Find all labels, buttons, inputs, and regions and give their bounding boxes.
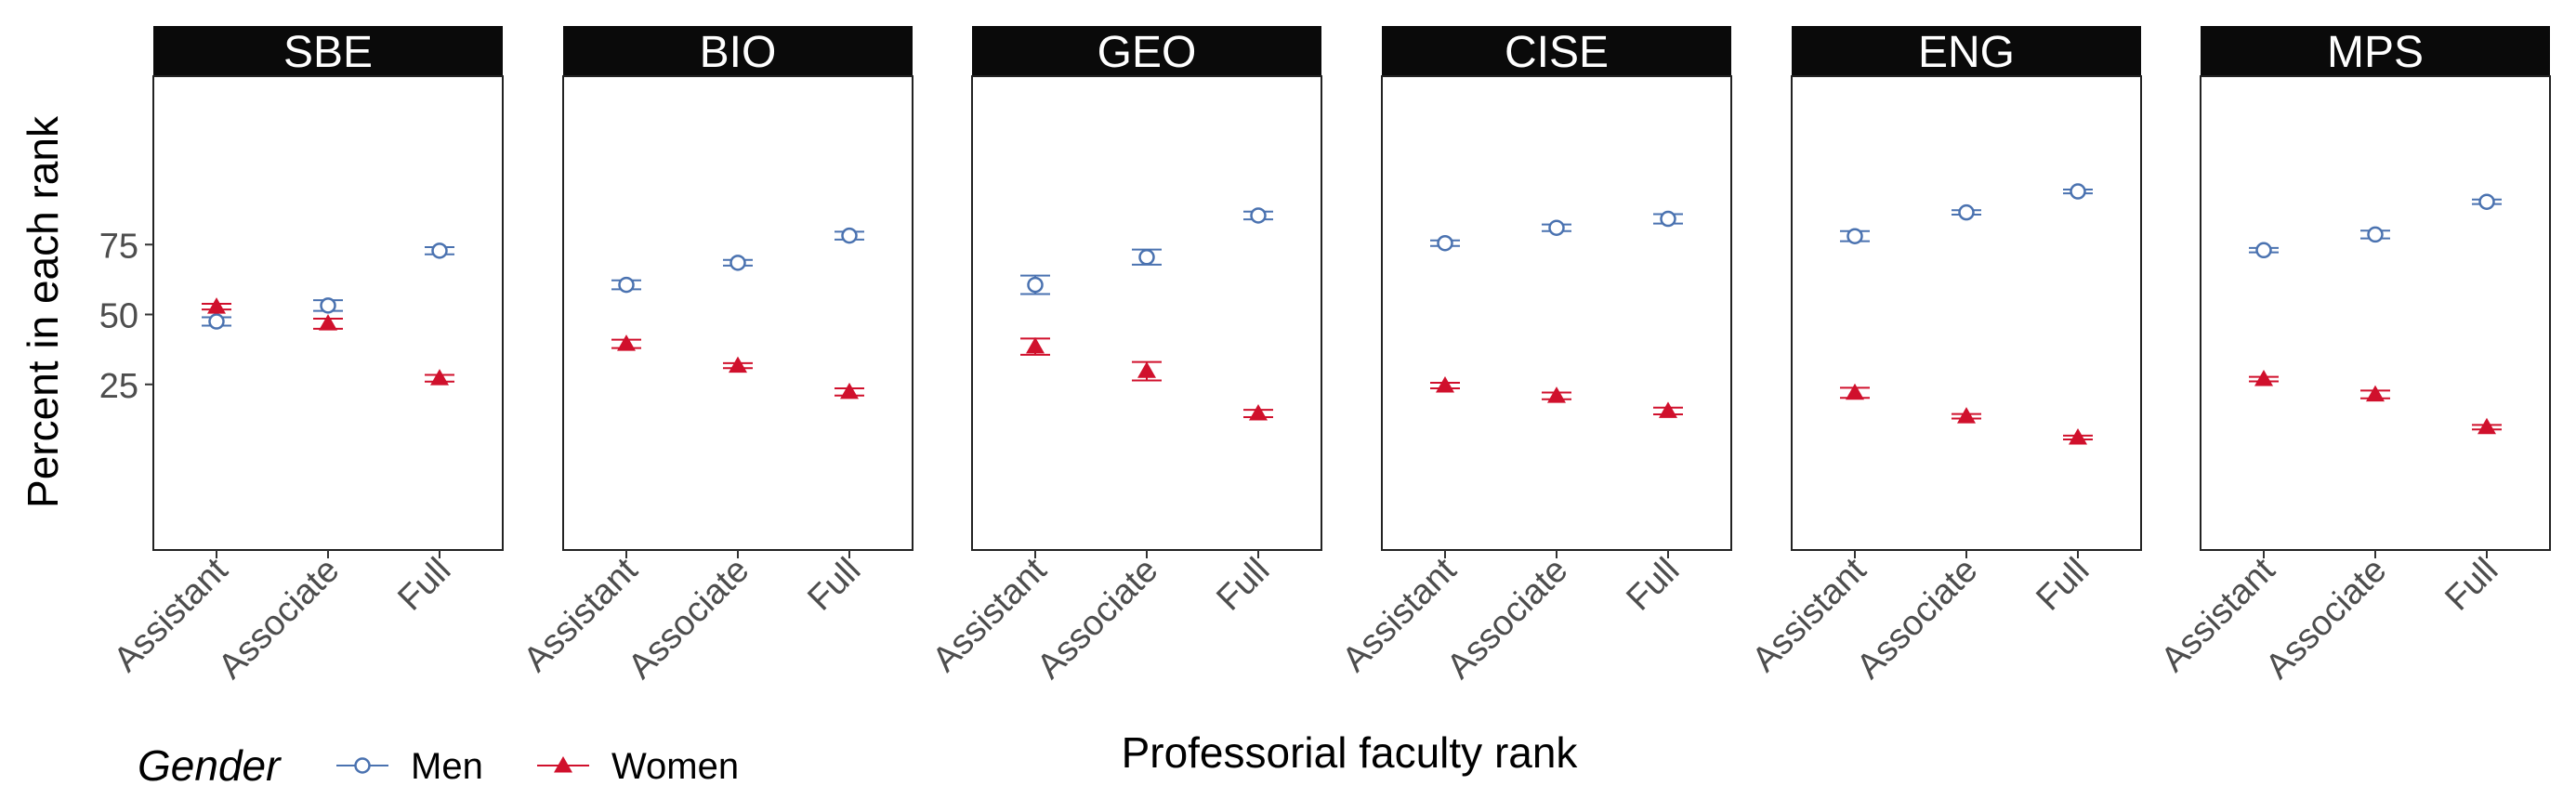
point-women-cise-assistant: [1436, 375, 1454, 393]
strip-label-sbe: SBE: [283, 28, 373, 77]
y-tick-label-75: 75: [99, 227, 138, 266]
strip-geo: [972, 26, 1321, 76]
point-men-eng-full: [2070, 183, 2086, 200]
point-women-eng-associate: [1957, 407, 1976, 424]
strip-mps: [2201, 26, 2550, 76]
y-axis-label: Percent in each rank: [19, 115, 67, 508]
point-women-mps-associate: [2366, 385, 2385, 402]
point-men-cise-associate: [1548, 219, 1565, 236]
x-tick-label-cise-associate: Associate: [1439, 551, 1575, 687]
point-men-bio-full: [841, 227, 858, 244]
point-men-sbe-full: [431, 242, 448, 259]
point-women-mps-full: [2477, 417, 2496, 435]
legend-title: Gender: [138, 741, 282, 790]
x-tick-label-geo-full: Full: [1209, 551, 1277, 619]
x-tick-label-eng-associate: Associate: [1849, 551, 1985, 687]
legend-key-women: [554, 756, 572, 773]
point-women-bio-full: [840, 382, 859, 399]
point-women-sbe-associate: [319, 314, 337, 331]
point-women-cise-full: [1659, 401, 1677, 418]
panel-border-eng: [1791, 75, 2142, 551]
point-women-geo-full: [1249, 404, 1268, 421]
legend: Gender Men Women: [138, 741, 739, 790]
legend-label-women: Women: [611, 746, 739, 787]
strip-bio: [563, 26, 913, 76]
point-men-sbe-associate: [320, 297, 336, 314]
point-men-bio-associate: [729, 255, 746, 271]
point-women-bio-assistant: [617, 334, 636, 351]
x-tick-label-eng-full: Full: [2029, 551, 2096, 619]
strip-cise: [1382, 26, 1731, 76]
strip-label-bio: BIO: [700, 28, 777, 77]
point-men-mps-full: [2478, 193, 2495, 210]
x-tick-label-geo-associate: Associate: [1030, 551, 1165, 687]
legend-key-men: [354, 757, 371, 774]
point-women-eng-assistant: [1846, 383, 1864, 400]
x-tick-label-mps-associate: Associate: [2258, 551, 2394, 687]
point-women-bio-associate: [729, 356, 747, 373]
point-men-mps-assistant: [2255, 242, 2272, 259]
strip-label-cise: CISE: [1505, 28, 1609, 77]
legend-items: Men Women: [336, 746, 739, 787]
point-women-sbe-assistant: [207, 297, 226, 314]
strip-sbe: [153, 26, 503, 76]
x-tick-label-cise-full: Full: [1619, 551, 1687, 619]
x-tick-label-bio-full: Full: [800, 551, 868, 619]
strip-label-geo: GEO: [1097, 28, 1197, 77]
point-men-mps-associate: [2367, 226, 2384, 243]
point-men-sbe-assistant: [208, 313, 225, 330]
point-men-geo-assistant: [1027, 276, 1044, 294]
x-tick-label-bio-associate: Associate: [621, 551, 756, 687]
point-men-eng-associate: [1958, 203, 1975, 221]
x-axis-label: Professorial faculty rank: [1122, 728, 1579, 777]
panel-border-bio: [562, 75, 913, 551]
point-men-geo-full: [1250, 207, 1267, 224]
point-men-cise-assistant: [1437, 234, 1453, 252]
point-women-geo-assistant: [1026, 336, 1045, 354]
point-men-bio-assistant: [618, 276, 635, 294]
x-tick-label-mps-full: Full: [2438, 551, 2505, 619]
panel-border-geo: [971, 75, 1322, 551]
point-men-geo-associate: [1138, 249, 1155, 266]
y-tick-label-50: 50: [99, 297, 138, 336]
y-tick-label-25: 25: [99, 367, 138, 406]
point-women-eng-full: [2069, 427, 2087, 445]
point-men-cise-full: [1660, 210, 1676, 228]
panel-border-cise: [1381, 75, 1732, 551]
strip-label-mps: MPS: [2327, 28, 2424, 77]
legend-label-men: Men: [411, 746, 483, 787]
x-tick-label-sbe-full: Full: [390, 551, 458, 619]
point-women-geo-associate: [1137, 361, 1156, 378]
point-women-cise-associate: [1547, 386, 1566, 403]
x-tick-label-sbe-associate: Associate: [211, 551, 347, 687]
point-women-mps-assistant: [2254, 370, 2273, 386]
strip-eng: [1792, 26, 2141, 76]
panel-border-mps: [2200, 75, 2551, 551]
point-men-eng-assistant: [1847, 228, 1863, 244]
point-women-sbe-full: [430, 369, 449, 386]
strip-label-eng: ENG: [1918, 28, 2015, 77]
